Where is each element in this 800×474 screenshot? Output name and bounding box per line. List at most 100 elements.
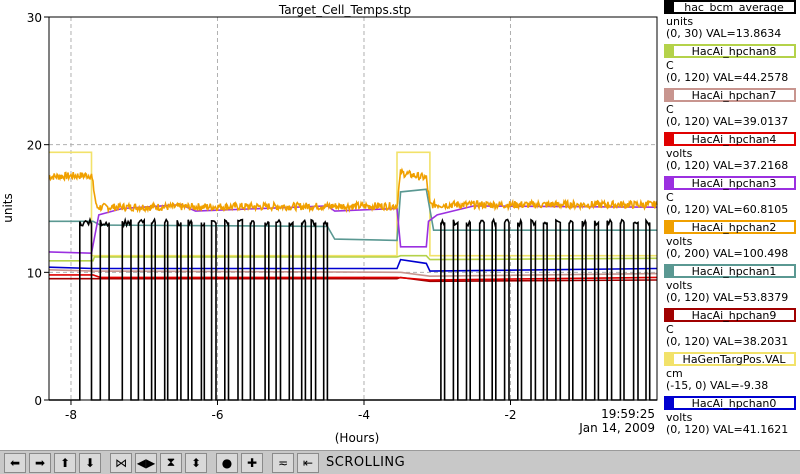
auto-scale-icon: ● xyxy=(221,455,233,470)
arrow-up-icon: ⬆ xyxy=(59,455,71,470)
scrolling-status: SCROLLING xyxy=(326,455,406,470)
x-axis-label: (Hours) xyxy=(335,431,380,445)
series-line-hacai-hpchan3 xyxy=(48,203,658,255)
legend-range: (0, 30) xyxy=(666,27,703,40)
auto-scale-button[interactable]: ● xyxy=(216,452,238,473)
legend-range: (0, 120) xyxy=(666,71,710,84)
legend-value: (-15, 0) VAL=-9.38 xyxy=(666,380,768,392)
legend-label-hacai-hpchan0[interactable]: HacAi_hpchan0 xyxy=(664,396,796,410)
arrow-left-icon: ⬅ xyxy=(9,455,21,470)
add-button[interactable]: ✚ xyxy=(241,452,263,473)
series-line-hacai-hpchan4 xyxy=(49,274,658,281)
legend-label-hacai-hpchan4[interactable]: HacAi_hpchan4 xyxy=(664,132,796,146)
arrow-right-icon: ➡ xyxy=(34,455,46,470)
legend-val: VAL=44.2578 xyxy=(709,71,789,84)
x-tick-label: -2 xyxy=(505,408,517,422)
legend-value: (0, 120) VAL=37.2168 xyxy=(666,160,788,172)
toggle-button[interactable]: ≂ xyxy=(272,452,294,473)
legend-unit: C xyxy=(666,191,674,204)
series-line-hacai-hpchan8 xyxy=(49,254,658,262)
legend-label-hacai-hpchan3[interactable]: HacAi_hpchan3 xyxy=(664,176,796,190)
legend-val: VAL=39.0137 xyxy=(709,115,789,128)
series-line-hacai-hpchan0 xyxy=(48,258,658,272)
zoom-in-vertical-icon: ⧗ xyxy=(166,455,176,469)
legend-unit: cm xyxy=(666,367,683,380)
arrow-up-button[interactable]: ⬆ xyxy=(54,452,76,473)
series-line-hacai-hpchan2 xyxy=(48,167,658,214)
add-icon: ✚ xyxy=(246,455,258,470)
legend-range: (0, 120) xyxy=(666,203,710,216)
legend-entry-hacai-hpchan4: HacAi_hpchan4 volts (0, 120) VAL=37.2168 xyxy=(662,132,800,176)
legend-label-hac-bcm-average[interactable]: hac_bcm_average xyxy=(664,0,796,14)
legend-entry-hacai-hpchan8: HacAi_hpchan8 C (0, 120) VAL=44.2578 xyxy=(662,44,800,88)
plot-frame xyxy=(48,16,658,401)
legend-unit: volts xyxy=(666,279,693,292)
arrow-down-icon: ⬇ xyxy=(84,455,96,470)
zoom-in-vertical-button[interactable]: ⧗ xyxy=(160,452,182,473)
date-label: Jan 14, 2009 xyxy=(578,421,655,435)
chart-title: Target_Cell_Temps.stp xyxy=(278,3,411,17)
legend-entry-hacai-hpchan7: HacAi_hpchan7 C (0, 120) VAL=39.0137 xyxy=(662,88,800,132)
arrow-right-button[interactable]: ➡ xyxy=(29,452,51,473)
legend-value: (0, 120) VAL=38.2031 xyxy=(666,336,788,348)
y-tick-label: 10 xyxy=(27,266,42,280)
legend-val: VAL=100.498 xyxy=(709,247,789,260)
legend-val: VAL=60.8105 xyxy=(709,203,789,216)
legend-label-hacai-hpchan1[interactable]: HacAi_hpchan1 xyxy=(664,264,796,278)
legend-value: (0, 120) VAL=39.0137 xyxy=(666,116,788,128)
scroll-mode-button[interactable]: ⇤ xyxy=(297,452,319,473)
zoom-out-vertical-button[interactable]: ⬍ xyxy=(185,452,207,473)
legend-value: (0, 120) VAL=60.8105 xyxy=(666,204,788,216)
legend-range: (0, 120) xyxy=(666,159,710,172)
x-tick-label: -8 xyxy=(65,408,77,422)
series-layer xyxy=(48,151,658,401)
legend-val: VAL=41.1621 xyxy=(709,423,789,436)
legend-entry-hacai-hpchan2: HacAi_hpchan2 volts (0, 200) VAL=100.498 xyxy=(662,220,800,264)
legend-label-hagentargpos-val[interactable]: HaGenTargPos.VAL xyxy=(664,352,796,366)
y-axis-label: units xyxy=(1,193,15,223)
plot-area[interactable]: Target_Cell_Temps.stp units (Hours) 19:5… xyxy=(0,0,660,450)
y-tick-label: 0 xyxy=(34,394,42,408)
legend-label-hacai-hpchan2[interactable]: HacAi_hpchan2 xyxy=(664,220,796,234)
y-tick-label: 20 xyxy=(27,139,42,153)
arrow-left-button[interactable]: ⬅ xyxy=(4,452,26,473)
legend-entry-hagentargpos-val: HaGenTargPos.VAL cm (-15, 0) VAL=-9.38 xyxy=(662,352,800,396)
arrow-down-button[interactable]: ⬇ xyxy=(79,452,101,473)
legend-label-hacai-hpchan8[interactable]: HacAi_hpchan8 xyxy=(664,44,796,58)
series-line-hac-bcm-average xyxy=(49,216,657,401)
legend-value: (0, 120) VAL=41.1621 xyxy=(666,424,788,436)
legend-range: (0, 200) xyxy=(666,247,710,260)
toggle-icon: ≂ xyxy=(277,455,289,470)
legend-label-hacai-hpchan7[interactable]: HacAi_hpchan7 xyxy=(664,88,796,102)
legend: hac_bcm_average units (0, 30) VAL=13.8634 H… xyxy=(662,0,800,448)
legend-unit: volts xyxy=(666,235,693,248)
scroll-mode-icon: ⇤ xyxy=(302,455,314,470)
zoom-out-vertical-icon: ⬍ xyxy=(190,455,202,470)
zoom-in-horizontal-button[interactable]: ⋈ xyxy=(110,452,132,473)
legend-unit: volts xyxy=(666,411,693,424)
legend-entry-hacai-hpchan0: HacAi_hpchan0 volts (0, 120) VAL=41.1621 xyxy=(662,396,800,440)
legend-entry-hacai-hpchan3: HacAi_hpchan3 C (0, 120) VAL=60.8105 xyxy=(662,176,800,220)
legend-unit: C xyxy=(666,323,674,336)
legend-val: VAL=13.8634 xyxy=(702,27,782,40)
legend-range: (0, 120) xyxy=(666,115,710,128)
legend-entry-hacai-hpchan9: HacAi_hpchan9 C (0, 120) VAL=38.2031 xyxy=(662,308,800,352)
legend-range: (-15, 0) xyxy=(666,379,707,392)
legend-value: (0, 30) VAL=13.8634 xyxy=(666,28,781,40)
legend-unit: volts xyxy=(666,147,693,160)
zoom-out-horizontal-icon: ◀▶ xyxy=(136,455,156,470)
legend-value: (0, 120) VAL=44.2578 xyxy=(666,72,788,84)
x-tick-label: -4 xyxy=(358,408,370,422)
toolbar: ⬅ ➡ ⬆ ⬇ ⋈ ◀▶ ⧗ ⬍ ● ✚ ≂ ⇤ SCROLLING xyxy=(0,450,800,474)
y-tick-label: 30 xyxy=(27,11,42,25)
legend-range: (0, 120) xyxy=(666,291,710,304)
series-line-hacai-hpchan7 xyxy=(48,269,658,278)
series-line-hacai-hpchan1 xyxy=(49,188,657,242)
zoom-out-horizontal-button[interactable]: ◀▶ xyxy=(135,452,157,473)
zoom-in-horizontal-icon: ⋈ xyxy=(115,455,127,470)
legend-range: (0, 120) xyxy=(666,423,710,436)
legend-label-hacai-hpchan9[interactable]: HacAi_hpchan9 xyxy=(664,308,796,322)
legend-entry-hac-bcm-average: hac_bcm_average units (0, 30) VAL=13.8634 xyxy=(662,0,800,44)
legend-unit: C xyxy=(666,103,674,116)
legend-range: (0, 120) xyxy=(666,335,710,348)
